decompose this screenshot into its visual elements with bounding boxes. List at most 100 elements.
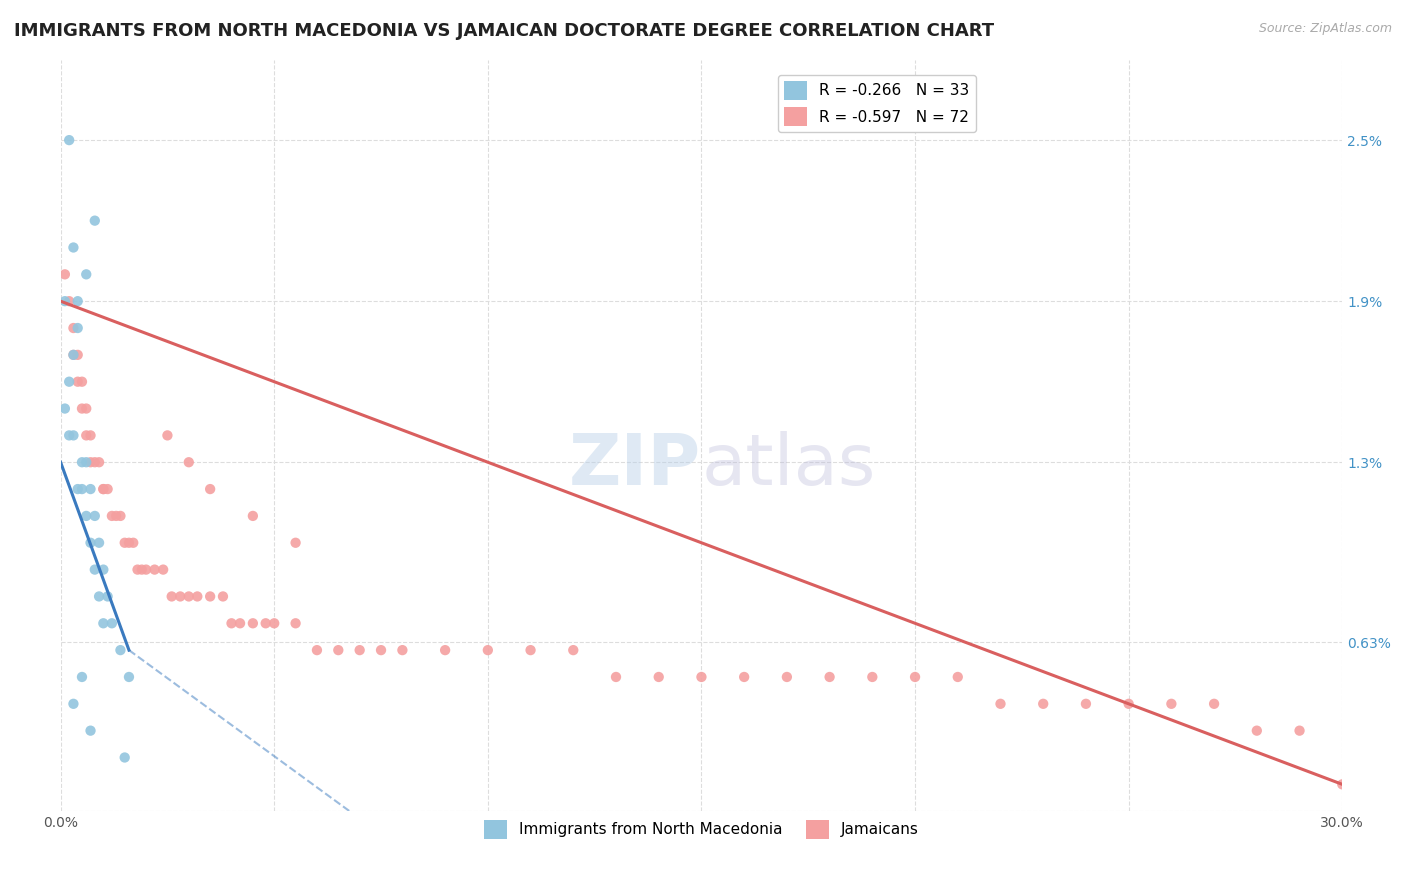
Point — [62, 348, 84, 362]
Point — [122, 535, 145, 549]
Point — [733, 670, 755, 684]
Text: atlas: atlas — [702, 431, 876, 500]
Point — [818, 670, 841, 684]
Point — [70, 455, 93, 469]
Point — [198, 482, 221, 496]
Point — [58, 133, 80, 147]
Point — [143, 563, 166, 577]
Point — [75, 428, 97, 442]
Point — [66, 321, 89, 335]
Point — [62, 428, 84, 442]
Point — [62, 240, 84, 254]
Point — [904, 670, 927, 684]
Point — [70, 401, 93, 416]
Point — [434, 643, 457, 657]
Point — [93, 563, 115, 577]
Point — [242, 508, 264, 523]
Point — [66, 375, 89, 389]
Point — [946, 670, 969, 684]
Point — [66, 294, 89, 309]
Point — [1032, 697, 1054, 711]
Point — [776, 670, 799, 684]
Point — [97, 482, 120, 496]
Point — [75, 508, 97, 523]
Point — [562, 643, 585, 657]
Point — [263, 616, 285, 631]
Point — [1204, 697, 1226, 711]
Point — [135, 563, 157, 577]
Text: ZIP: ZIP — [569, 431, 702, 500]
Point — [75, 268, 97, 282]
Point — [114, 750, 136, 764]
Point — [477, 643, 499, 657]
Point — [1160, 697, 1182, 711]
Point — [990, 697, 1012, 711]
Point — [70, 670, 93, 684]
Point — [284, 616, 307, 631]
Point — [1118, 697, 1140, 711]
Point — [114, 535, 136, 549]
Legend: Immigrants from North Macedonia, Jamaicans: Immigrants from North Macedonia, Jamaica… — [478, 814, 925, 845]
Point — [79, 428, 101, 442]
Point — [79, 723, 101, 738]
Point — [93, 482, 115, 496]
Point — [83, 455, 105, 469]
Point — [62, 697, 84, 711]
Point — [66, 348, 89, 362]
Point — [101, 616, 124, 631]
Point — [519, 643, 541, 657]
Point — [62, 321, 84, 335]
Point — [118, 535, 141, 549]
Point — [349, 643, 371, 657]
Point — [93, 482, 115, 496]
Point — [75, 401, 97, 416]
Point — [160, 590, 183, 604]
Point — [860, 670, 883, 684]
Point — [87, 590, 110, 604]
Point — [75, 455, 97, 469]
Point — [284, 535, 307, 549]
Point — [605, 670, 627, 684]
Point — [93, 616, 115, 631]
Point — [66, 482, 89, 496]
Point — [370, 643, 392, 657]
Point — [87, 455, 110, 469]
Point — [58, 428, 80, 442]
Point — [70, 482, 93, 496]
Point — [79, 455, 101, 469]
Point — [110, 643, 132, 657]
Point — [79, 535, 101, 549]
Point — [58, 294, 80, 309]
Point — [328, 643, 350, 657]
Point — [229, 616, 252, 631]
Point — [83, 508, 105, 523]
Text: Source: ZipAtlas.com: Source: ZipAtlas.com — [1258, 22, 1392, 36]
Point — [648, 670, 671, 684]
Point — [221, 616, 243, 631]
Point — [97, 590, 120, 604]
Point — [156, 428, 179, 442]
Point — [83, 213, 105, 227]
Point — [79, 482, 101, 496]
Point — [110, 508, 132, 523]
Point — [212, 590, 235, 604]
Point — [83, 563, 105, 577]
Point — [70, 375, 93, 389]
Point — [127, 563, 149, 577]
Point — [1288, 723, 1310, 738]
Point — [53, 401, 76, 416]
Point — [169, 590, 191, 604]
Point — [58, 375, 80, 389]
Point — [198, 590, 221, 604]
Point — [690, 670, 713, 684]
Point — [177, 590, 200, 604]
Point — [152, 563, 174, 577]
Point — [186, 590, 208, 604]
Point — [118, 670, 141, 684]
Point — [1246, 723, 1268, 738]
Point — [254, 616, 277, 631]
Point — [391, 643, 413, 657]
Text: IMMIGRANTS FROM NORTH MACEDONIA VS JAMAICAN DOCTORATE DEGREE CORRELATION CHART: IMMIGRANTS FROM NORTH MACEDONIA VS JAMAI… — [14, 22, 994, 40]
Point — [177, 455, 200, 469]
Point — [53, 294, 76, 309]
